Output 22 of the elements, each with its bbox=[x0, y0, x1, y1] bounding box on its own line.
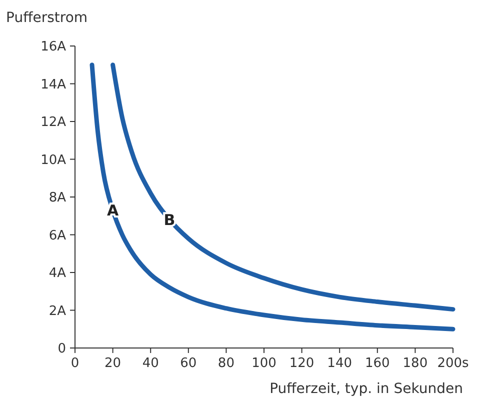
x-tick-label: 100 bbox=[252, 356, 276, 371]
x-tick-label: 120 bbox=[289, 356, 314, 371]
y-tick-label: 6A bbox=[48, 228, 66, 244]
y-tick-label: 0 bbox=[58, 342, 66, 357]
x-tick-label: 180 bbox=[402, 356, 428, 371]
x-tick-label: 200s bbox=[437, 356, 470, 371]
x-tick-label: 160 bbox=[364, 356, 390, 371]
y-tick-label: 4A bbox=[48, 266, 66, 282]
x-axis-title: Pufferzeit, typ. in Sekunden bbox=[270, 381, 463, 397]
x-tick-label: 60 bbox=[180, 356, 197, 371]
y-tick-label: 10A bbox=[40, 152, 66, 168]
y-tick-label: 16A bbox=[40, 40, 66, 55]
x-tick-label: 20 bbox=[104, 356, 122, 371]
y-tick-label: 12A bbox=[40, 115, 66, 130]
y-axis-title: Pufferstrom bbox=[6, 10, 88, 26]
x-tick-label: 0 bbox=[70, 356, 80, 371]
y-tick-label: 8A bbox=[48, 190, 66, 206]
y-tick-label: 14A bbox=[40, 77, 66, 92]
x-tick-label: 40 bbox=[142, 356, 159, 371]
x-tick-label: 140 bbox=[327, 356, 352, 371]
y-tick-label: 2A bbox=[48, 304, 66, 319]
x-tick-label: 80 bbox=[218, 356, 234, 371]
